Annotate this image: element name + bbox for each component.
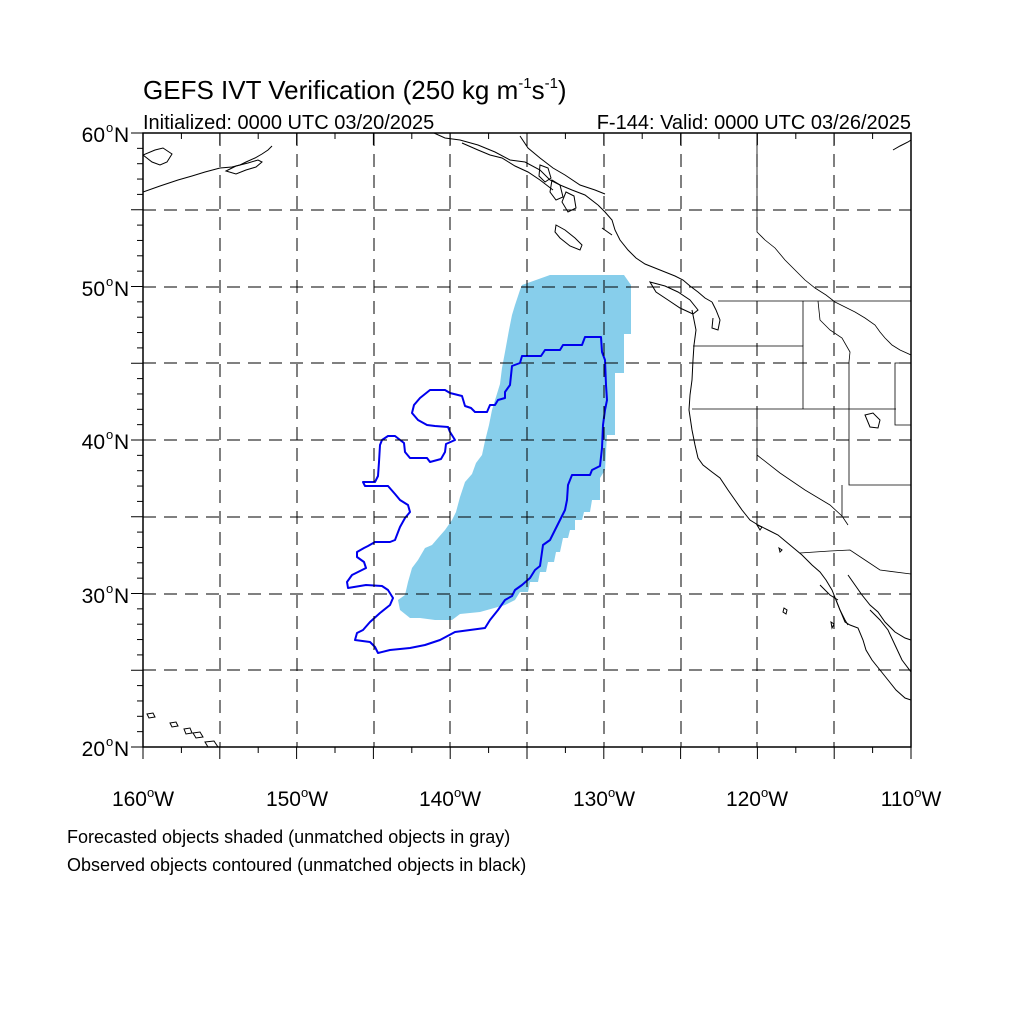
- forecast-object-shaded: [398, 275, 631, 620]
- lat-label-30n-deg: o: [106, 581, 113, 596]
- valid-time-label: F-144: Valid: 0000 UTC 03/26/2025: [597, 112, 911, 134]
- lon-label-130w: 130oW: [573, 785, 635, 811]
- lat-label-50n-deg: o: [106, 274, 113, 289]
- lat-label-60n-hemi: N: [114, 124, 129, 147]
- lat-label-40n: 40: [82, 431, 105, 454]
- legend-forecast-note: Forecasted objects shaded (unmatched obj…: [67, 827, 510, 847]
- map-title: GEFS IVT Verification (250 kg m-1s-1): [143, 75, 567, 105]
- lat-label-30n-hemi: N: [114, 585, 129, 608]
- lat-label-60n-deg: o: [106, 120, 113, 135]
- lat-label-20n-hemi: N: [114, 738, 129, 761]
- lon-label-140w: 140oW: [419, 785, 481, 811]
- longitude-labels: 160oW 150oW 140oW 130oW 120oW 110oW: [112, 785, 942, 811]
- lat-label-20n: 20: [82, 738, 105, 761]
- latitude-labels: 60 o N 50 o N 40 o N 30 o N 20 o N: [82, 120, 130, 761]
- map-title-close: ): [558, 75, 567, 105]
- lat-label-50n-hemi: N: [114, 278, 129, 301]
- ivt-verification-map: GEFS IVT Verification (250 kg m-1s-1) In…: [0, 0, 1024, 1024]
- lat-label-60n: 60: [82, 124, 105, 147]
- legend-observed-note: Observed objects contoured (unmatched ob…: [67, 855, 526, 875]
- map-title-mid: s: [532, 75, 545, 105]
- lat-label-40n-deg: o: [106, 427, 113, 442]
- lat-label-50n: 50: [82, 278, 105, 301]
- lon-label-160w: 160oW: [112, 785, 174, 811]
- lat-label-40n-hemi: N: [114, 431, 129, 454]
- map-title-main: GEFS IVT Verification (250 kg m: [143, 75, 518, 105]
- lon-label-120w: 120oW: [726, 785, 788, 811]
- political-borders: [692, 133, 911, 574]
- lon-label-110w: 110oW: [881, 785, 942, 811]
- lon-label-150w: 150oW: [266, 785, 328, 811]
- lat-label-20n-deg: o: [106, 734, 113, 749]
- lat-label-30n: 30: [82, 585, 105, 608]
- map-title-sup2: -1: [545, 75, 558, 92]
- map-title-sup1: -1: [518, 75, 531, 92]
- init-time-label: Initialized: 0000 UTC 03/20/2025: [143, 112, 434, 134]
- lat-lon-grid: [143, 133, 911, 747]
- map-panel: [131, 133, 911, 759]
